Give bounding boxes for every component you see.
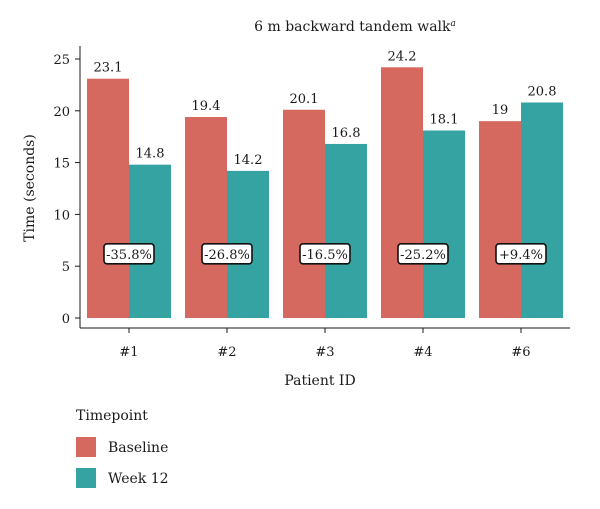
bar (185, 117, 227, 319)
percent-change-label: -16.5% (299, 242, 351, 265)
data-label: 19.4 (192, 99, 221, 114)
bar (381, 67, 423, 319)
legend-label-baseline: Baseline (108, 440, 168, 456)
y-tick-label: 25 (53, 53, 70, 68)
percent-change-label: -35.8% (103, 242, 155, 265)
data-label: 19 (492, 103, 509, 118)
y-tick-label: 5 (62, 260, 70, 275)
data-label: 18.1 (430, 112, 459, 127)
y-tick-label: 10 (53, 208, 70, 223)
x-axis-label: Patient ID (284, 373, 355, 389)
percent-change-box (201, 242, 253, 265)
legend-title: Timepoint (76, 408, 148, 424)
data-label: 14.2 (234, 153, 263, 168)
y-axis-label: Time (seconds) (22, 134, 38, 242)
bar (283, 109, 325, 318)
bar (423, 130, 465, 318)
x-axis: #1 #2 #3 #4 #6 (80, 327, 570, 360)
y-tick-label: 0 (62, 312, 70, 327)
percent-change-text: -16.5% (302, 248, 348, 263)
bar (325, 143, 367, 318)
percent-change-label: -25.2% (397, 242, 449, 265)
percent-change-text: -25.2% (400, 248, 446, 263)
percent-change-text: -35.8% (106, 248, 152, 263)
percent-change-labels: -35.8% -26.8% -16.5% -25.2% +9.4% (103, 242, 547, 265)
percent-change-text: -26.8% (204, 248, 250, 263)
legend-swatch-baseline (76, 437, 96, 457)
x-tick-label: #2 (217, 345, 236, 360)
bars (87, 67, 563, 319)
legend-swatch-week-12 (76, 468, 96, 488)
percent-change-box (397, 242, 449, 265)
y-tick-label: 20 (53, 105, 70, 120)
chart-title-text: 6 m backward tandem walk (254, 19, 451, 35)
percent-change-box (103, 242, 155, 265)
percent-change-box (299, 242, 351, 265)
legend: Timepoint Baseline Week 12 (76, 408, 169, 488)
legend-label-week-12: Week 12 (108, 471, 169, 487)
data-label: 20.8 (528, 85, 557, 100)
bar (521, 102, 563, 319)
y-tick-label: 15 (53, 157, 70, 172)
x-tick-label: #1 (119, 345, 138, 360)
x-tick-label: #6 (511, 345, 530, 360)
bar (479, 121, 521, 318)
percent-change-label: -26.8% (201, 242, 253, 265)
percent-change-label: +9.4% (495, 242, 547, 265)
data-label: 20.1 (290, 92, 319, 107)
bar (129, 164, 171, 318)
data-labels: 23.1 14.8 19.4 14.2 20.1 16.8 24.2 18.1 19 20.8 (94, 49, 557, 168)
x-tick-label: #3 (315, 345, 334, 360)
data-label: 14.8 (136, 147, 165, 162)
data-label: 23.1 (94, 61, 123, 76)
chart-title: 6 m backward tandem walka (254, 19, 456, 35)
percent-change-text: +9.4% (499, 248, 543, 263)
data-label: 16.8 (332, 126, 361, 141)
bar (87, 78, 129, 319)
percent-change-box (495, 242, 547, 265)
y-axis: 0 5 10 15 20 25 (53, 46, 81, 328)
x-tick-label: #4 (413, 345, 432, 360)
data-label: 24.2 (388, 49, 417, 64)
chart-title-superscript: a (451, 19, 456, 29)
